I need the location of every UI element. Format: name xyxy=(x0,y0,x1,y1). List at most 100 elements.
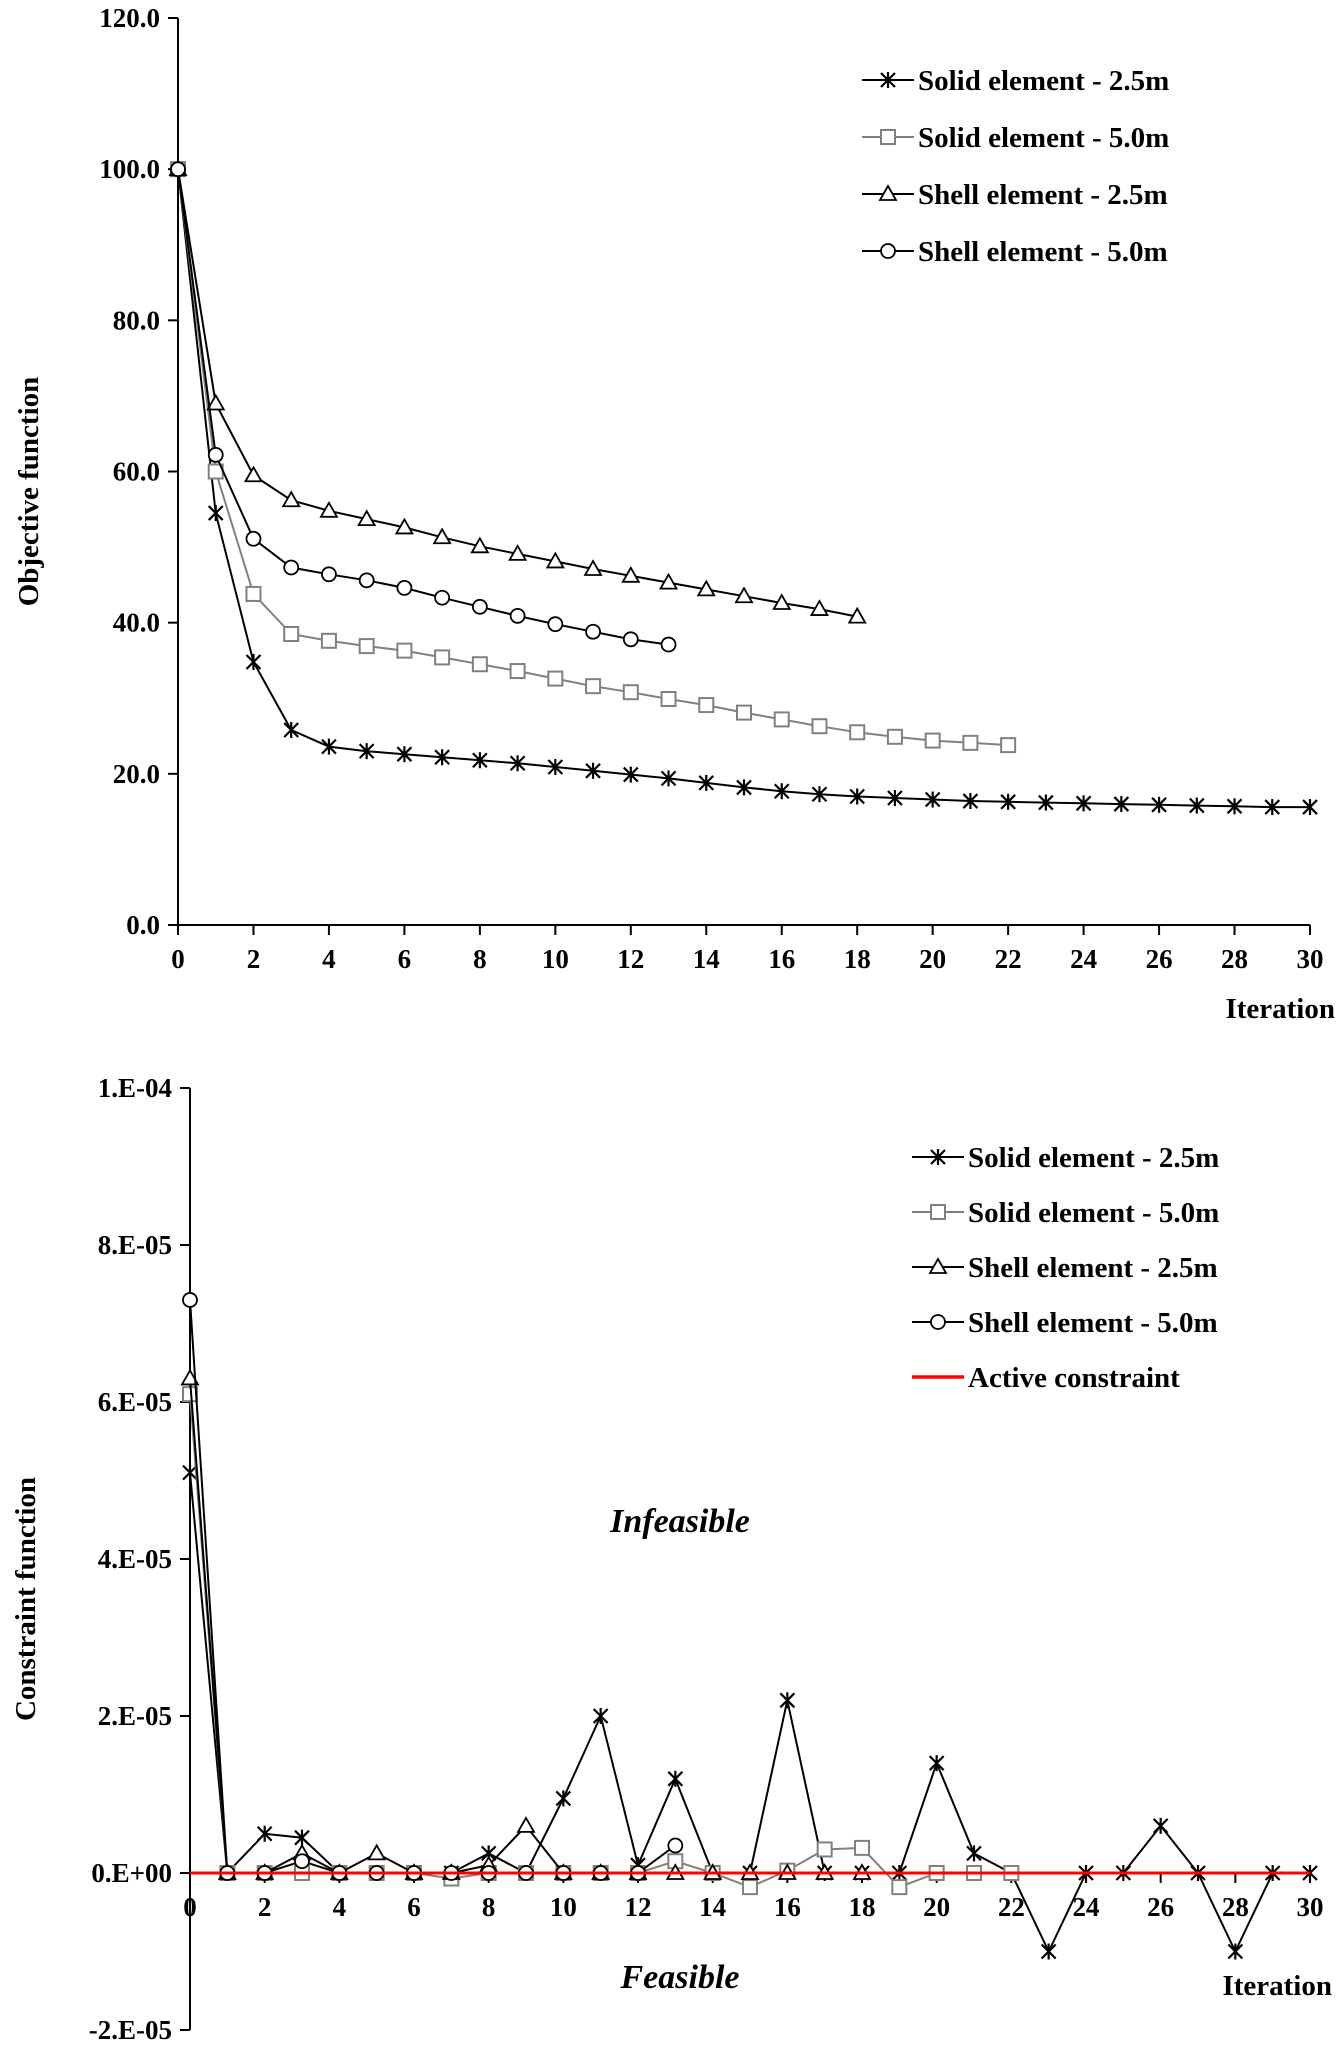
x-tick-label: 24 xyxy=(1070,944,1097,974)
data-point xyxy=(207,505,224,522)
data-point xyxy=(736,704,752,721)
legend-label: Solid element - 5.0m xyxy=(968,1197,1219,1229)
legend-swatch-marker xyxy=(930,1149,946,1165)
data-point xyxy=(622,631,639,648)
x-tick-label: 0 xyxy=(171,944,185,974)
x-tick-label: 2 xyxy=(247,944,261,974)
data-point xyxy=(667,1770,684,1787)
legend-label: Solid element - 5.0m xyxy=(918,122,1169,154)
data-point xyxy=(924,791,941,808)
y-tick-label: -2.E-05 xyxy=(89,2015,172,2045)
x-tick-label: 22 xyxy=(995,944,1022,974)
x-tick-label: 24 xyxy=(1073,1892,1100,1922)
x-tick-label: 30 xyxy=(1297,1892,1324,1922)
data-point xyxy=(585,678,602,695)
x-tick-label: 26 xyxy=(1147,1892,1174,1922)
legend-swatch-marker xyxy=(880,243,896,259)
data-point xyxy=(509,607,526,624)
data-point xyxy=(1075,795,1092,812)
x-tick-label: 16 xyxy=(768,944,795,974)
data-point xyxy=(1152,1817,1169,1834)
x-tick-label: 12 xyxy=(617,944,644,974)
data-point xyxy=(891,1879,908,1896)
data-point xyxy=(966,1845,982,1862)
x-tick-label: 6 xyxy=(407,1892,421,1922)
data-point xyxy=(779,1692,796,1709)
data-point xyxy=(294,1853,310,1870)
series-line xyxy=(189,1299,676,1874)
data-point xyxy=(434,649,451,666)
region-label-infeasible: Infeasible xyxy=(609,1503,750,1540)
data-point xyxy=(357,509,377,527)
data-point xyxy=(182,1292,198,1308)
data-point xyxy=(1226,798,1243,815)
data-point xyxy=(471,656,488,673)
constraint-function-chart: -2.E-05 0.E+00 2.E-05 4.E-05 6.E-05 8.E-05 1.E… xyxy=(10,1073,1332,2045)
data-point xyxy=(283,626,300,643)
data-point xyxy=(283,559,300,576)
y-tick-label: 120.0 xyxy=(99,3,160,33)
x-tick-label: 4 xyxy=(333,1892,347,1922)
series-shell-element-5-0m xyxy=(170,161,677,653)
data-point xyxy=(396,746,413,763)
data-point xyxy=(667,1837,684,1854)
legend-item: Shell element - 2.5m xyxy=(912,1252,1218,1284)
data-point xyxy=(660,691,677,708)
x-tick-label: 30 xyxy=(1297,944,1324,974)
data-point xyxy=(256,1825,273,1842)
x-tick-label: 6 xyxy=(398,944,412,974)
y-tick-label: 0.0 xyxy=(126,910,160,940)
x-tick-label: 10 xyxy=(542,944,569,974)
data-point xyxy=(245,530,262,547)
legend-swatch-marker xyxy=(930,1314,946,1330)
y-tick-label: 20.0 xyxy=(113,759,160,789)
series-shell-element-5-0m xyxy=(182,1292,684,1881)
data-point xyxy=(321,738,337,755)
data-point xyxy=(294,1829,310,1846)
data-point xyxy=(320,632,337,649)
x-tick-label: 28 xyxy=(1221,944,1248,974)
data-point xyxy=(170,161,186,178)
x-tick-label: 8 xyxy=(482,1892,496,1922)
data-point xyxy=(245,585,262,602)
legend-item: Active constraint xyxy=(912,1362,1180,1394)
data-point xyxy=(696,579,716,597)
data-point xyxy=(1227,1943,1244,1960)
legend: Solid element - 2.5m Solid element - 5.0m… xyxy=(912,1142,1219,1394)
x-tick-label: 20 xyxy=(923,1892,950,1922)
x-tick-label: 8 xyxy=(473,944,487,974)
legend-item: Solid element - 5.0m xyxy=(912,1197,1219,1229)
x-tick-label: 28 xyxy=(1222,1892,1249,1922)
data-point xyxy=(658,572,679,590)
data-point xyxy=(1113,796,1130,813)
data-point xyxy=(358,572,375,589)
data-point xyxy=(660,770,677,787)
data-point xyxy=(470,536,490,554)
data-point xyxy=(816,1841,833,1858)
y-tick-label: 2.E-05 xyxy=(98,1701,172,1731)
data-point xyxy=(182,1464,198,1481)
x-tick-label: 18 xyxy=(844,944,871,974)
data-point xyxy=(1264,799,1281,816)
legend: Solid element - 2.5m Solid element - 5.0m… xyxy=(862,65,1169,268)
data-point xyxy=(621,565,641,583)
legend-swatch-marker xyxy=(880,72,896,88)
x-axis-title: Iteration xyxy=(1222,1970,1332,2002)
data-point xyxy=(283,721,299,738)
data-point xyxy=(773,783,790,800)
data-point xyxy=(319,500,339,518)
data-point xyxy=(924,732,941,749)
data-point xyxy=(585,623,601,640)
data-point xyxy=(434,589,451,606)
legend-item: Solid element - 2.5m xyxy=(912,1142,1219,1174)
y-axis-title: Constraint function xyxy=(10,1477,42,1721)
series-shell-element-2-5m xyxy=(180,1368,872,1880)
data-point xyxy=(742,1879,758,1896)
y-tick-label: 80.0 xyxy=(113,305,160,335)
x-tick-label: 18 xyxy=(849,1892,876,1922)
data-point xyxy=(207,446,224,463)
data-point xyxy=(847,606,867,624)
data-point xyxy=(396,579,413,596)
x-axis-title: Iteration xyxy=(1225,993,1335,1025)
